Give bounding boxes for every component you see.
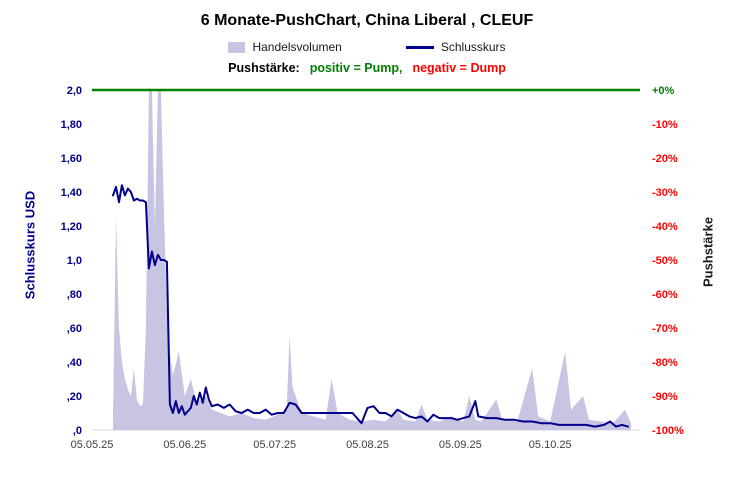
svg-text:,20: ,20 [67, 391, 82, 403]
svg-text:05.06.25: 05.06.25 [163, 439, 206, 451]
svg-text:05.08.25: 05.08.25 [346, 439, 389, 451]
svg-text:1,0: 1,0 [67, 255, 82, 267]
svg-text:05.10.25: 05.10.25 [529, 439, 572, 451]
svg-text:-40%: -40% [652, 221, 678, 233]
svg-text:1,80: 1,80 [61, 119, 82, 131]
svg-text:-50%: -50% [652, 255, 678, 267]
svg-text:-100%: -100% [652, 425, 684, 437]
svg-text:-10%: -10% [652, 119, 678, 131]
svg-text:-30%: -30% [652, 187, 678, 199]
right-axis-title: Pushstärke [700, 216, 716, 288]
svg-text:,60: ,60 [67, 323, 82, 335]
left-axis-title: Schlusskurs USD [22, 190, 38, 300]
legend-item-volume: Handelsvolumen [228, 40, 342, 54]
chart-title: 6 Monate-PushChart, China Liberal , CLEU… [200, 12, 534, 29]
svg-text:-20%: -20% [652, 153, 678, 165]
legend-item-price: Schlusskurs [405, 40, 506, 54]
svg-text:05.05.25: 05.05.25 [71, 439, 114, 451]
push-legend: Pushstärke: positiv = Pump, negativ = Du… [0, 61, 734, 75]
svg-text:-60%: -60% [652, 289, 678, 301]
svg-text:+0%: +0% [652, 85, 675, 97]
svg-text:,0: ,0 [73, 425, 82, 437]
svg-text:05.07.25: 05.07.25 [253, 439, 296, 451]
svg-text:1,40: 1,40 [61, 187, 82, 199]
svg-text:1,60: 1,60 [61, 153, 82, 165]
svg-text:,40: ,40 [67, 357, 82, 369]
legend: Handelsvolumen Schlusskurs [0, 40, 734, 54]
push-legend-positive: positiv = Pump, [309, 61, 403, 75]
svg-text:2,0: 2,0 [67, 85, 82, 97]
push-legend-negative: negativ = Dump [412, 61, 506, 75]
svg-text:,80: ,80 [67, 289, 82, 301]
svg-text:-90%: -90% [652, 391, 678, 403]
push-legend-prefix: Pushstärke: [228, 61, 300, 75]
svg-text:-70%: -70% [652, 323, 678, 335]
legend-price-label: Schlusskurs [440, 40, 506, 54]
price-swatch [405, 45, 434, 49]
svg-text:1,20: 1,20 [61, 221, 82, 233]
volume-swatch [228, 41, 246, 53]
legend-volume-label: Handelsvolumen [252, 40, 342, 54]
svg-text:05.09.25: 05.09.25 [439, 439, 482, 451]
svg-text:-80%: -80% [652, 357, 678, 369]
